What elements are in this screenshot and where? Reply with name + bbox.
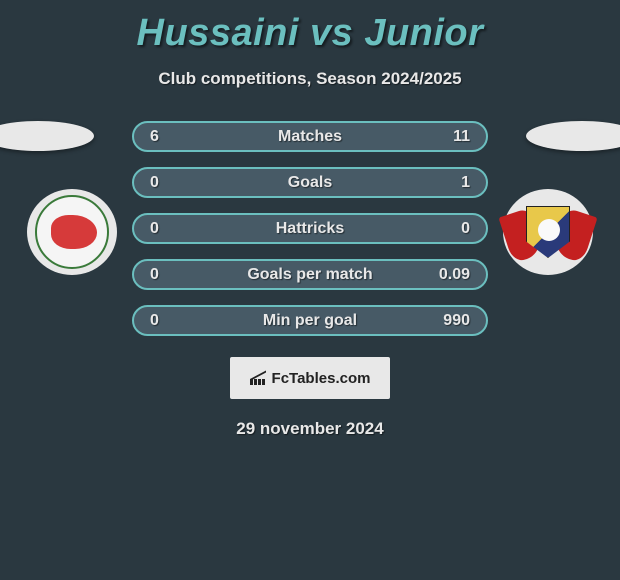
right-player-silhouette xyxy=(526,121,620,151)
left-player-silhouette xyxy=(0,121,94,151)
brand-text: FcTables.com xyxy=(272,370,371,387)
comparison-panel: 6 Matches 11 0 Goals 1 0 Hattricks 0 0 G… xyxy=(0,121,620,351)
right-club-badge xyxy=(503,189,593,275)
stat-row-goals: 0 Goals 1 xyxy=(132,167,488,198)
left-club-badge xyxy=(27,189,117,275)
stat-row-hattricks: 0 Hattricks 0 xyxy=(132,213,488,244)
stat-label: Hattricks xyxy=(134,220,486,238)
date-label: 29 november 2024 xyxy=(0,419,620,439)
chart-icon xyxy=(250,371,268,385)
stat-row-mpg: 0 Min per goal 990 xyxy=(132,305,488,336)
stat-label: Goals xyxy=(134,174,486,192)
subtitle: Club competitions, Season 2024/2025 xyxy=(0,69,620,89)
left-side xyxy=(2,121,132,351)
brand-attribution[interactable]: FcTables.com xyxy=(230,357,390,399)
stat-label: Matches xyxy=(134,128,486,146)
right-side xyxy=(488,121,618,351)
stat-row-matches: 6 Matches 11 xyxy=(132,121,488,152)
stat-label: Min per goal xyxy=(134,312,486,330)
stat-label: Goals per match xyxy=(134,266,486,284)
stat-row-gpm: 0 Goals per match 0.09 xyxy=(132,259,488,290)
niger-tornadoes-icon xyxy=(35,195,109,269)
remo-stars-icon xyxy=(509,193,587,271)
stat-bars: 6 Matches 11 0 Goals 1 0 Hattricks 0 0 G… xyxy=(132,121,488,351)
page-title: Hussaini vs Junior xyxy=(0,0,620,55)
